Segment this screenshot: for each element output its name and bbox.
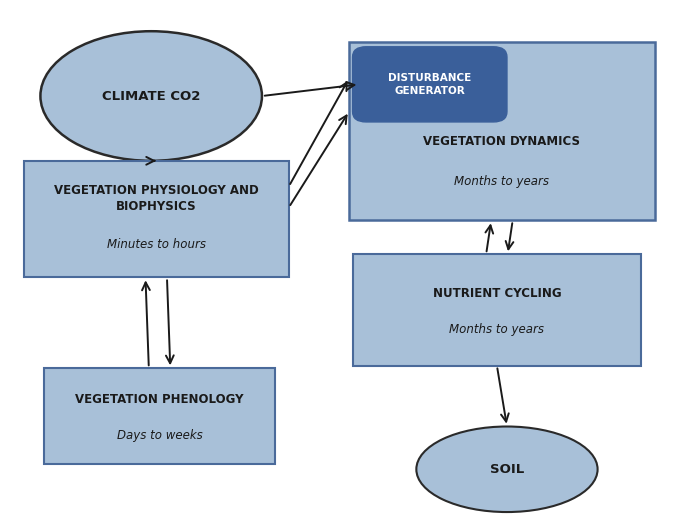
FancyBboxPatch shape (353, 254, 641, 366)
FancyBboxPatch shape (353, 47, 507, 122)
Text: DISTURBANCE
GENERATOR: DISTURBANCE GENERATOR (388, 73, 471, 96)
Text: SOIL: SOIL (490, 463, 524, 476)
FancyBboxPatch shape (23, 161, 289, 277)
Text: Minutes to hours: Minutes to hours (107, 238, 206, 251)
Text: Months to years: Months to years (454, 175, 549, 188)
Text: Days to weeks: Days to weeks (116, 429, 203, 442)
Text: NUTRIENT CYCLING: NUTRIENT CYCLING (433, 287, 561, 299)
Ellipse shape (416, 426, 597, 512)
FancyBboxPatch shape (349, 42, 655, 221)
Text: VEGETATION PHYSIOLOGY AND
BIOPHYSICS: VEGETATION PHYSIOLOGY AND BIOPHYSICS (54, 184, 259, 213)
Text: Months to years: Months to years (449, 323, 545, 336)
Ellipse shape (40, 31, 262, 161)
FancyBboxPatch shape (44, 368, 275, 464)
Text: VEGETATION PHENOLOGY: VEGETATION PHENOLOGY (75, 394, 244, 406)
Text: VEGETATION DYNAMICS: VEGETATION DYNAMICS (423, 135, 580, 148)
Text: CLIMATE CO2: CLIMATE CO2 (102, 89, 201, 103)
